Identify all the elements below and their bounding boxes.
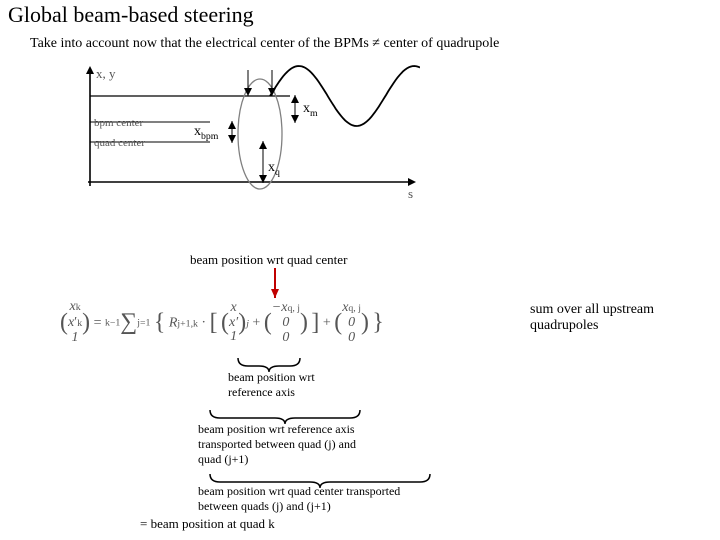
slide-page: { "title": { "text": "Global beam-based …	[0, 0, 720, 540]
subtitle-text: Take into account now that the electrica…	[30, 36, 499, 51]
dim-label-xbpm: xbpm	[194, 124, 218, 142]
dim-label-xm: xm	[303, 101, 318, 119]
matrix-formula: (xkx′k1) = k−1∑j=1 { Rj+1,k · [ (xx′1)j …	[60, 300, 384, 346]
sum-note-line2: quadrupoles	[530, 318, 598, 333]
annotation-text: beam position wrt quad center	[190, 252, 347, 267]
dim-label-xq: xq	[268, 160, 280, 178]
title-text: Global beam-based steering	[8, 2, 254, 27]
annotation-quad-center: beam position wrt quad center	[190, 252, 347, 268]
subtitle: Take into account now that the electrica…	[30, 36, 499, 52]
sum-note-line1: sum over all upstream	[530, 302, 654, 317]
sum-note: sum over all upstream quadrupoles	[530, 302, 654, 334]
svg-text:x, y: x, y	[96, 66, 116, 81]
svg-text:s: s	[408, 186, 413, 201]
brace-label-2: beam position wrt quad center transporte…	[198, 484, 400, 514]
final-text: = beam position at quad k	[140, 516, 275, 531]
page-title: Global beam-based steering	[8, 2, 254, 28]
brace-label-0: beam position wrtreference axis	[228, 370, 315, 400]
svg-text:bpm center: bpm center	[94, 117, 144, 129]
final-equals-line: = beam position at quad k	[140, 516, 275, 532]
svg-text:quad center: quad center	[94, 137, 145, 149]
brace-label-1: beam position wrt reference axistranspor…	[198, 422, 356, 467]
schematic-diagram: x, y s bpm center quad center	[60, 62, 420, 207]
